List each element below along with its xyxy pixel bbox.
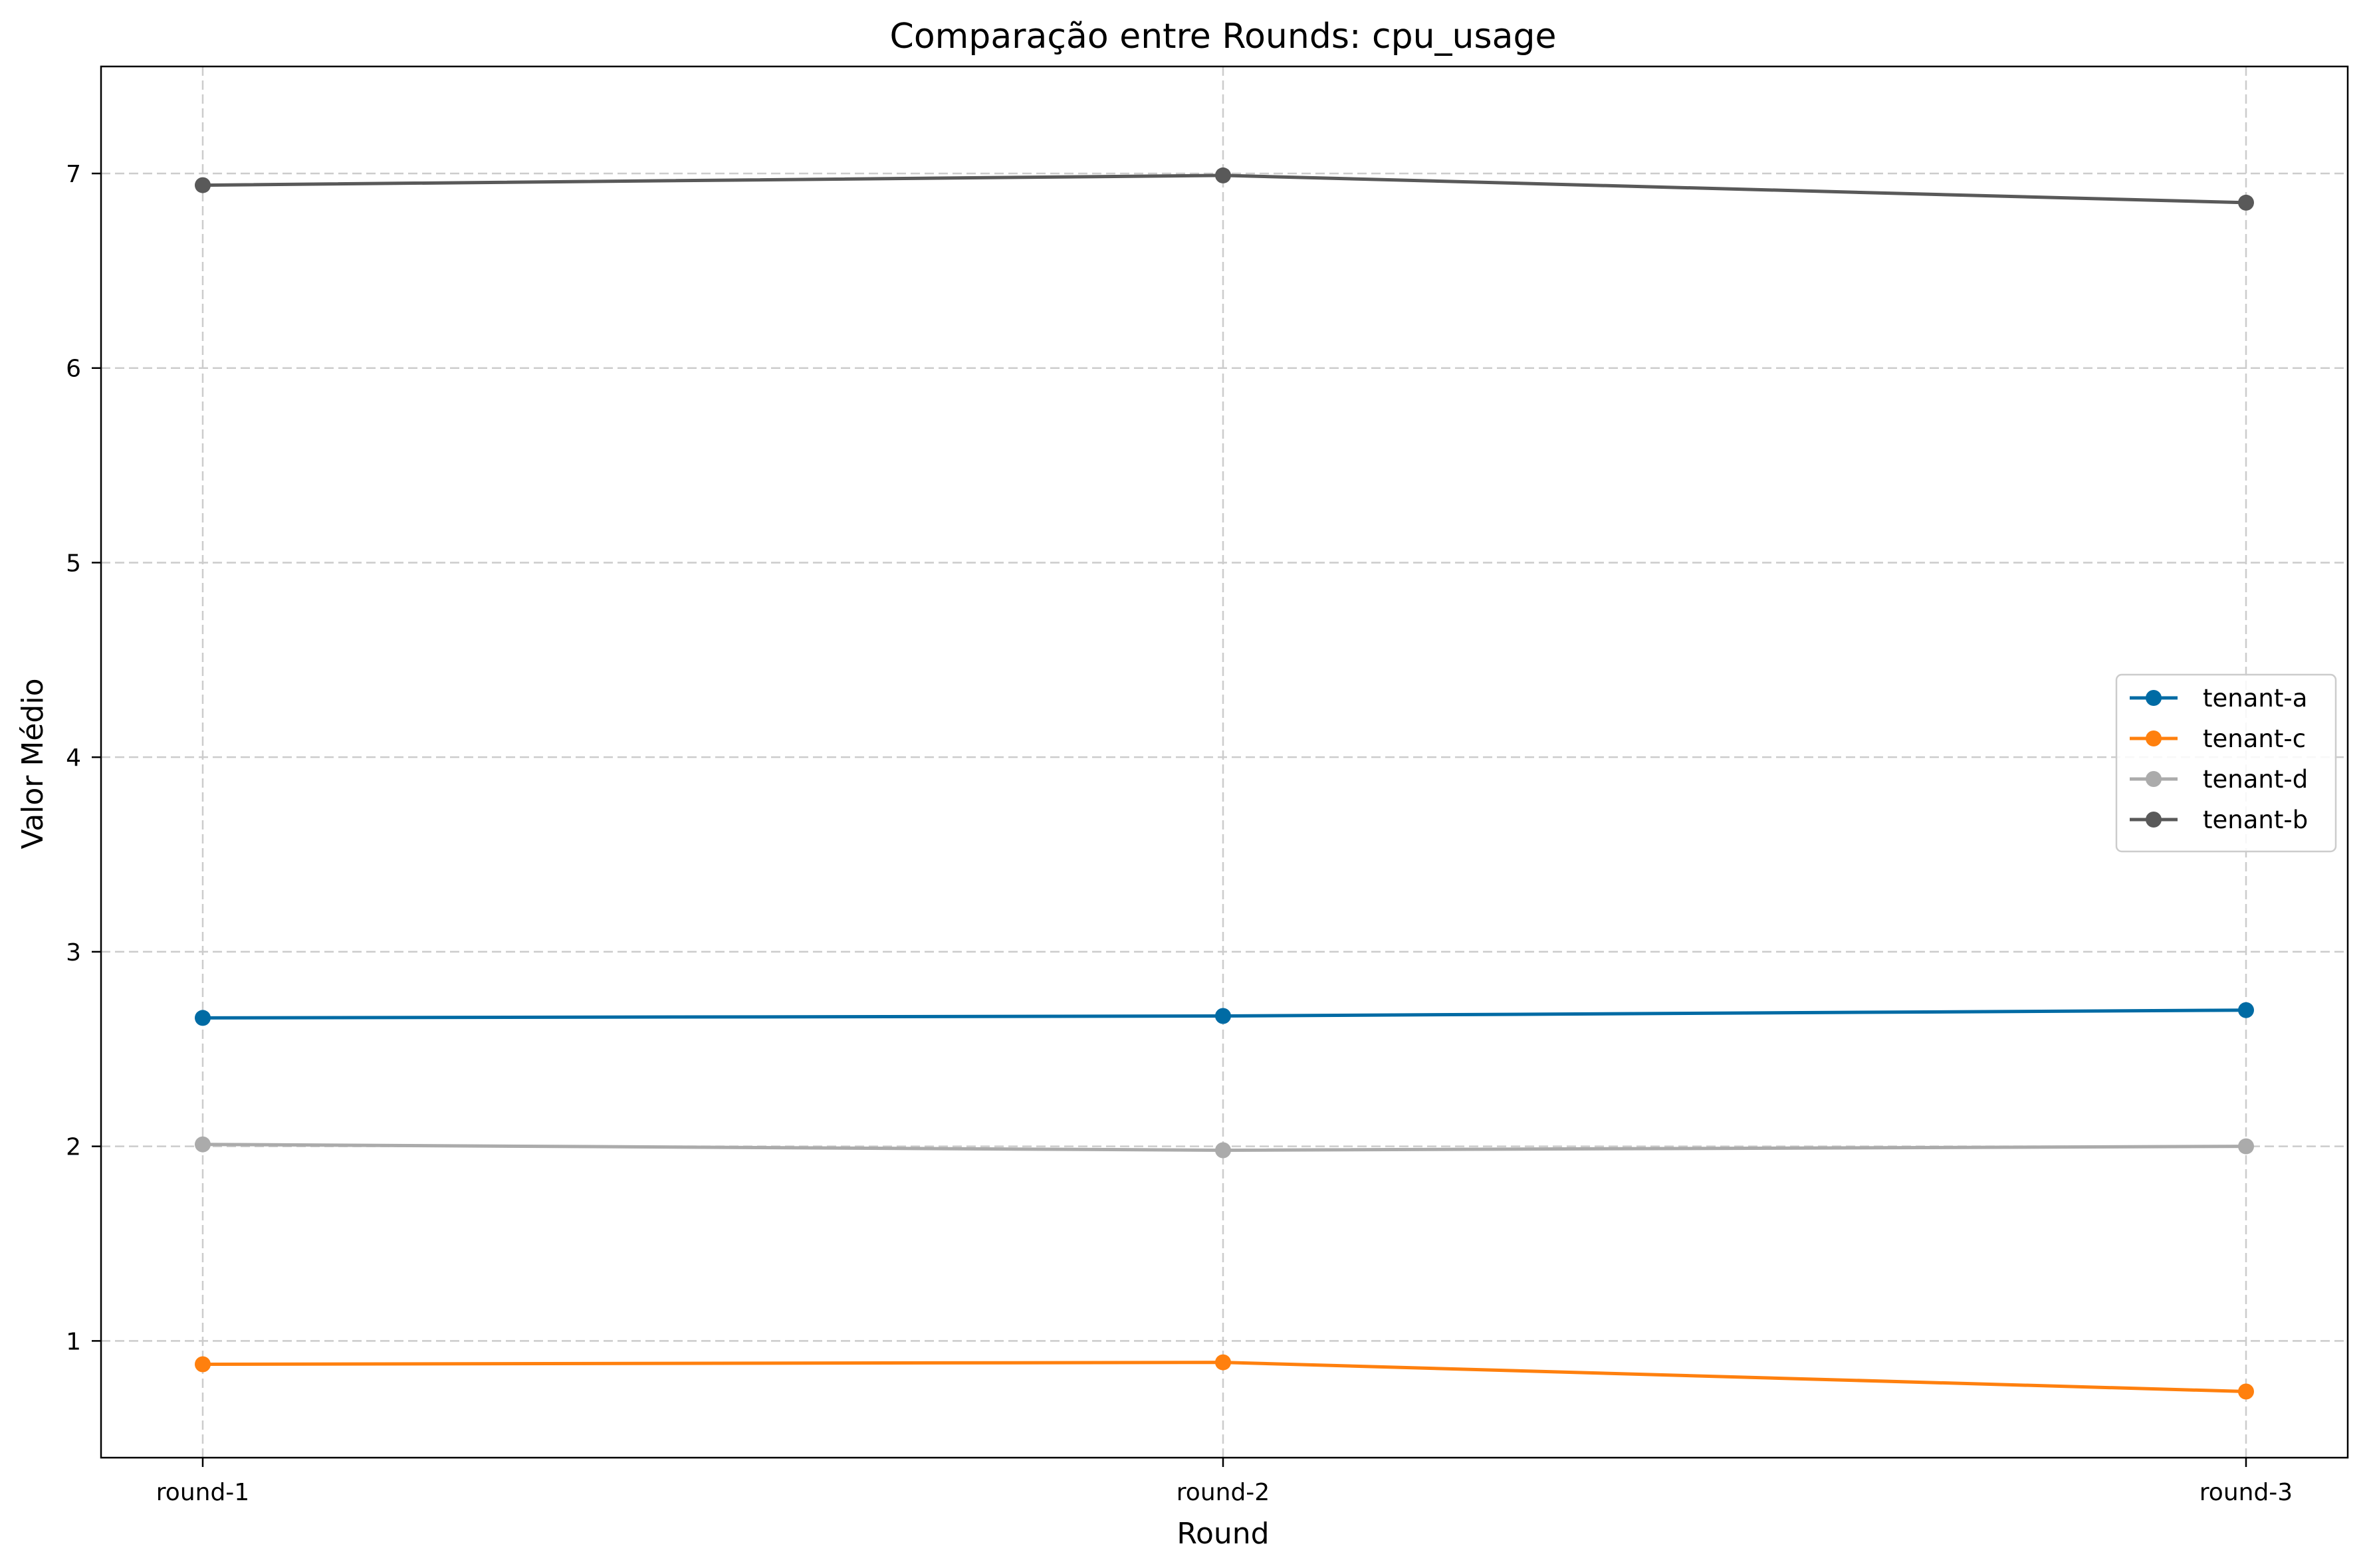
plot-frame [100, 65, 2349, 1459]
series-tenant-c [195, 1354, 2254, 1400]
series-tenant-d [195, 1136, 2254, 1159]
data-point [195, 177, 211, 193]
legend-label: tenant-a [2203, 684, 2307, 713]
legend-label: tenant-b [2203, 806, 2308, 834]
data-point [1215, 167, 1231, 183]
data-point [2238, 1138, 2254, 1155]
series-tenant-a [195, 1002, 2254, 1026]
y-tick-label: 3 [66, 939, 81, 966]
legend-marker [2146, 730, 2162, 746]
data-point [1215, 1142, 1231, 1159]
legend-marker [2146, 690, 2162, 706]
legend: tenant-a tenant-c tenant-d tenant-b [2115, 673, 2337, 853]
y-axis-title: Valor Médio [16, 679, 50, 849]
legend-item-tenant-b: tenant-b [2130, 806, 2308, 834]
legend-marker [2146, 771, 2162, 787]
data-point [195, 1356, 211, 1373]
x-tick-label: round-3 [2199, 1479, 2293, 1506]
y-tick-label: 2 [66, 1134, 81, 1161]
data-point [2238, 1002, 2254, 1018]
axis-ticks: round-1 round-2 round-3 1 2 3 4 5 6 7 [66, 161, 2293, 1506]
series-tenant-b [195, 167, 2254, 211]
data-point [2238, 194, 2254, 211]
data-point [2238, 1383, 2254, 1400]
y-tick-label: 7 [66, 161, 81, 188]
legend-label: tenant-c [2203, 725, 2306, 753]
x-tick-label: round-1 [156, 1479, 249, 1506]
legend-label: tenant-d [2203, 765, 2308, 794]
data-point [195, 1010, 211, 1026]
x-tick-label: round-2 [1177, 1479, 1270, 1506]
series-lines [195, 167, 2254, 1400]
y-tick-label: 6 [66, 356, 81, 383]
legend-item-tenant-a: tenant-a [2130, 684, 2307, 713]
legend-item-tenant-c: tenant-c [2130, 725, 2306, 753]
data-point [1215, 1008, 1231, 1024]
y-tick-label: 4 [66, 744, 81, 772]
legend-box [2115, 673, 2337, 853]
y-tick-label: 5 [66, 550, 81, 577]
x-axis-title: Round [1177, 1517, 1269, 1551]
y-tick-label: 1 [66, 1328, 81, 1355]
legend-item-tenant-d: tenant-d [2130, 765, 2308, 794]
legend-marker [2146, 812, 2162, 828]
chart-title: Comparação entre Rounds: cpu_usage [890, 17, 1557, 56]
data-point [1215, 1354, 1231, 1371]
data-point [195, 1136, 211, 1153]
